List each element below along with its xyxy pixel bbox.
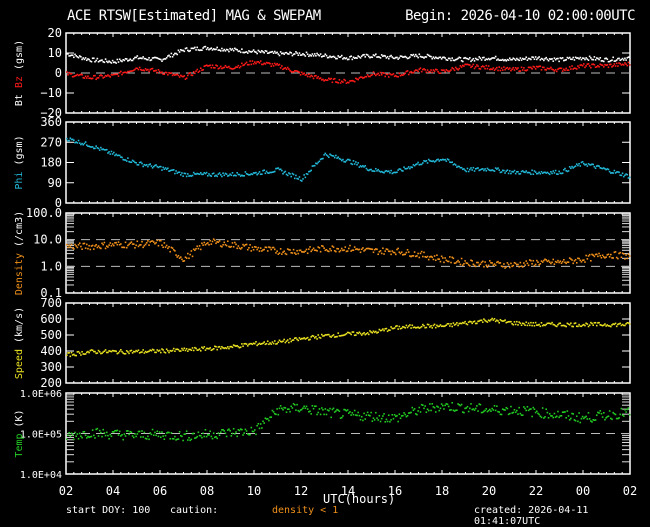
svg-text:Bt Bz (gsm): Bt Bz (gsm) — [14, 40, 25, 106]
x-tick-label: 12 — [294, 484, 308, 498]
begin-time: Begin: 2026-04-10 02:00:00UTC — [405, 8, 635, 24]
svg-text:180: 180 — [40, 156, 62, 170]
svg-text:1.0E+04: 1.0E+04 — [20, 470, 62, 481]
x-tick-label: 08 — [200, 484, 214, 498]
x-tick-label: 02 — [59, 484, 73, 498]
x-tick-label: 02 — [623, 484, 637, 498]
panel-speed: 700 600 500 400 300 200 Speed (km/s) — [14, 296, 631, 390]
panel-temp: 1.0E+06 1.0E+05 1.0E+04 Temp (K) — [14, 389, 631, 481]
x-tick-label: 00 — [576, 484, 590, 498]
svg-text:Speed (km/s): Speed (km/s) — [14, 307, 25, 379]
x-tick-label: 10 — [247, 484, 261, 498]
svg-text:Temp (K): Temp (K) — [14, 409, 25, 457]
svg-text:0: 0 — [55, 66, 62, 80]
x-tick-label: 06 — [153, 484, 167, 498]
svg-text:270: 270 — [40, 135, 62, 149]
svg-text:1.0E+05: 1.0E+05 — [20, 430, 62, 441]
x-tick-label: 14 — [341, 484, 355, 498]
svg-text:0.1: 0.1 — [40, 286, 62, 300]
svg-text:0: 0 — [55, 196, 62, 210]
svg-text:500: 500 — [40, 328, 62, 342]
panel-phi: 360 270 180 90 0 Phi (gsm) — [14, 115, 631, 210]
svg-text:20: 20 — [48, 26, 62, 40]
x-axis-label: UTC(hours) — [323, 492, 396, 506]
svg-text:10: 10 — [48, 46, 62, 60]
svg-text:100.0: 100.0 — [26, 206, 62, 220]
svg-text:300: 300 — [40, 360, 62, 374]
x-tick-label: 22 — [529, 484, 543, 498]
x-tick-label: 18 — [435, 484, 449, 498]
caution-note: density < 1 — [272, 505, 339, 516]
svg-text:700: 700 — [40, 296, 62, 310]
svg-text:600: 600 — [40, 312, 62, 326]
svg-text:90: 90 — [48, 176, 62, 190]
svg-text:360: 360 — [40, 115, 62, 129]
svg-text:200: 200 — [40, 376, 62, 390]
svg-text:Density (/cm3): Density (/cm3) — [14, 211, 25, 295]
svg-text:−10: −10 — [40, 86, 62, 100]
caution-label: caution: — [170, 505, 219, 516]
svg-text:Phi (gsm): Phi (gsm) — [14, 135, 25, 189]
svg-text:−20: −20 — [40, 106, 62, 120]
svg-text:400: 400 — [40, 344, 62, 358]
chart-title: ACE RTSW[Estimated] MAG & SWEPAM — [67, 8, 321, 24]
start-doy: start DOY: 100 — [66, 505, 151, 516]
x-tick-label: 04 — [106, 484, 120, 498]
panel-bt-bz: 20 10 0 −10 −20 Bt Bz (gsm) — [14, 26, 631, 120]
svg-text:1.0E+06: 1.0E+06 — [20, 389, 62, 400]
created-time: created: 2026-04-11 01:41:07UTC — [474, 505, 589, 527]
svg-text:10.0: 10.0 — [33, 233, 62, 247]
svg-text:1.0: 1.0 — [40, 259, 62, 273]
x-tick-label: 16 — [388, 484, 402, 498]
x-tick-label: 20 — [482, 484, 496, 498]
panel-density: 100.0 10.0 1.0 0.1 Density (/cm3) — [14, 206, 631, 300]
